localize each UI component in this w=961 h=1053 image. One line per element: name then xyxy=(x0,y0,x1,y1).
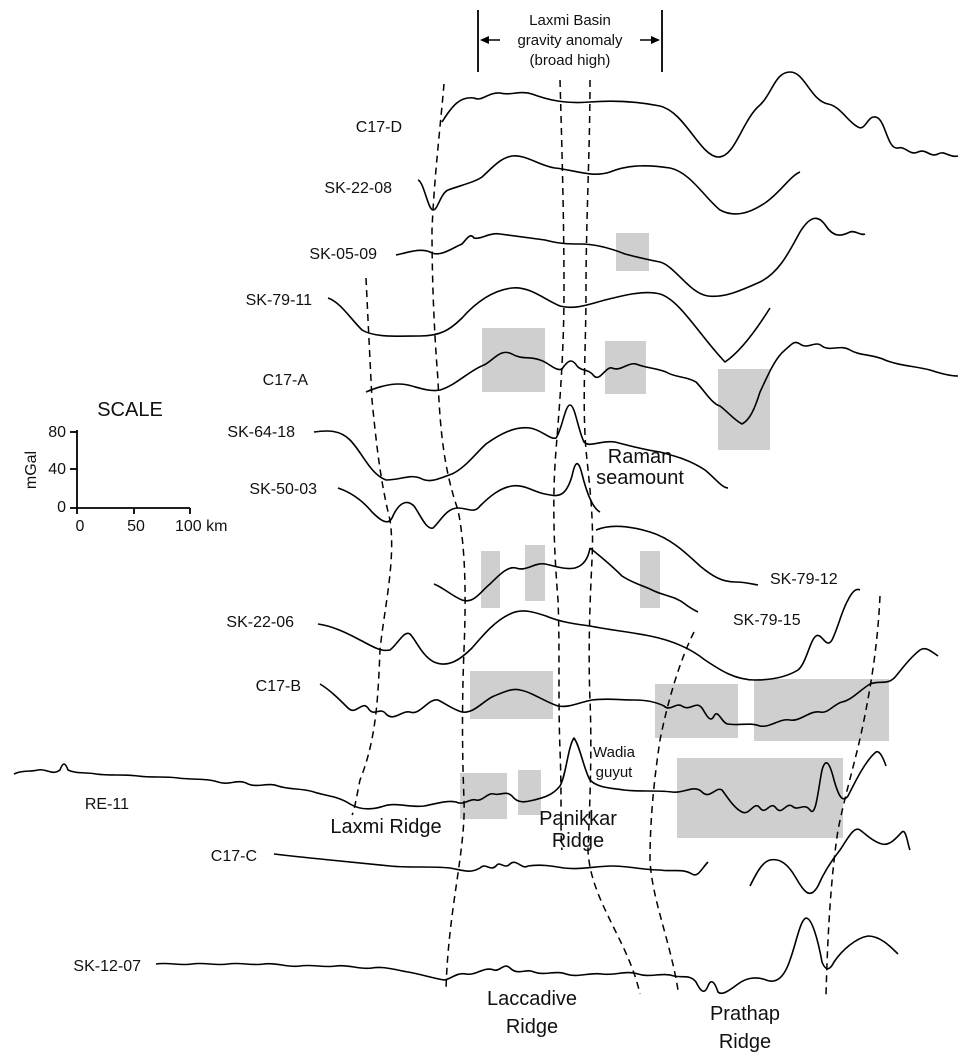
highlight-box xyxy=(677,758,843,838)
panikkar-label-line2: Ridge xyxy=(552,830,604,852)
dashed-boundary-3 xyxy=(553,79,565,851)
profile-label-sk-12-07: SK-12-07 xyxy=(73,958,141,975)
ridge-boundary-lines xyxy=(351,79,881,996)
arrow-right-icon xyxy=(651,36,660,44)
dashed-boundary-4 xyxy=(583,79,641,995)
highlight-box xyxy=(655,684,738,738)
panikkar-label-line1: Panikkar xyxy=(539,808,617,830)
scale-y-tick-label: 0 xyxy=(57,499,66,516)
wadia-label-line1: Wadia xyxy=(593,744,636,761)
arrow-left-icon xyxy=(480,36,489,44)
scale-x-tick-label: 0 xyxy=(76,518,85,535)
basin-label-line1: Laxmi Basin xyxy=(529,12,611,29)
dashed-boundary-6 xyxy=(825,595,881,996)
laxmi-ridge-label: Laxmi Ridge xyxy=(330,816,441,838)
highlight-box xyxy=(481,551,500,608)
profile-label-sk-79-11: SK-79-11 xyxy=(246,292,313,309)
highlight-box xyxy=(640,551,660,608)
profile-label-c17-b: C17-B xyxy=(256,678,301,695)
profile-label-sk-22-06: SK-22-06 xyxy=(226,614,294,631)
laccadive-label-line2: Ridge xyxy=(506,1016,558,1038)
scale-y-tick-label: 80 xyxy=(48,424,66,441)
profile-line-c17-a xyxy=(365,341,959,425)
raman-label-line2: seamount xyxy=(596,467,684,489)
profile-line-c17-c-b xyxy=(749,828,911,895)
raman-label-line1: Raman xyxy=(608,446,672,468)
profile-line-c17-c xyxy=(273,853,709,876)
highlight-box xyxy=(518,770,541,815)
gravity-profile-lines xyxy=(13,71,959,995)
profile-line-sk-79-12 xyxy=(595,525,759,586)
basin-label-line3: (broad high) xyxy=(530,52,611,69)
profile-line-sk-79-15 xyxy=(433,547,591,602)
highlight-box xyxy=(525,545,545,601)
profile-line-sk-05-09 xyxy=(395,217,866,298)
profile-label-sk-79-15: SK-79-15 xyxy=(733,612,801,629)
scale-y-tick-label: 40 xyxy=(48,461,66,478)
profile-line-c17-d xyxy=(441,71,959,158)
feature-labels: Raman seamount Wadia guyut Laxmi Ridge P… xyxy=(330,446,780,1053)
profile-line-sk-64-18 xyxy=(313,404,729,489)
profile-label-re-11: RE-11 xyxy=(85,796,129,813)
profile-line-sk-50-03 xyxy=(337,462,601,529)
dashed-boundary-1 xyxy=(351,277,393,816)
scale-x-tick-label: 100 km xyxy=(175,518,227,535)
profile-line-sk-79-15-b xyxy=(589,547,699,613)
highlight-box xyxy=(754,679,889,741)
prathap-label-line2: Ridge xyxy=(719,1031,771,1053)
scale-legend: SCALE mGal 80 40 0 0 50 100 km xyxy=(23,399,227,535)
profile-label-c17-c: C17-C xyxy=(211,848,257,865)
scale-title: SCALE xyxy=(97,399,163,421)
highlight-box xyxy=(470,671,553,719)
scale-y-unit: mGal xyxy=(23,451,40,489)
dashed-boundary-5 xyxy=(649,631,695,991)
profile-label-c17-d: C17-D xyxy=(356,119,402,136)
scale-x-tick-label: 50 xyxy=(127,518,145,535)
profile-label-c17-a: C17-A xyxy=(263,372,309,389)
profile-label-sk-22-08: SK-22-08 xyxy=(324,180,392,197)
highlight-box xyxy=(718,369,770,450)
profile-label-sk-79-12: SK-79-12 xyxy=(770,571,838,588)
highlight-box xyxy=(460,773,507,819)
profile-line-re-11 xyxy=(13,737,887,814)
profile-line-c17-b xyxy=(319,647,939,728)
profile-labels: C17-D SK-22-08 SK-05-09 SK-79-11 C17-A S… xyxy=(73,119,837,975)
basin-label-line2: gravity anomaly xyxy=(517,32,623,49)
wadia-label-line2: guyut xyxy=(596,764,634,781)
profile-label-sk-50-03: SK-50-03 xyxy=(249,481,317,498)
profile-label-sk-64-18: SK-64-18 xyxy=(227,424,295,441)
laxmi-basin-annotation: Laxmi Basin gravity anomaly (broad high) xyxy=(477,10,663,72)
profile-line-sk-12-07 xyxy=(155,917,899,995)
prathap-label-line1: Prathap xyxy=(710,1003,780,1025)
profile-line-sk-79-11 xyxy=(327,287,771,363)
laccadive-label-line1: Laccadive xyxy=(487,988,577,1010)
dashed-boundary-2 xyxy=(431,83,466,991)
profile-line-sk-22-08 xyxy=(417,155,801,215)
highlight-boxes xyxy=(460,233,889,838)
profile-label-sk-05-09: SK-05-09 xyxy=(309,246,377,263)
